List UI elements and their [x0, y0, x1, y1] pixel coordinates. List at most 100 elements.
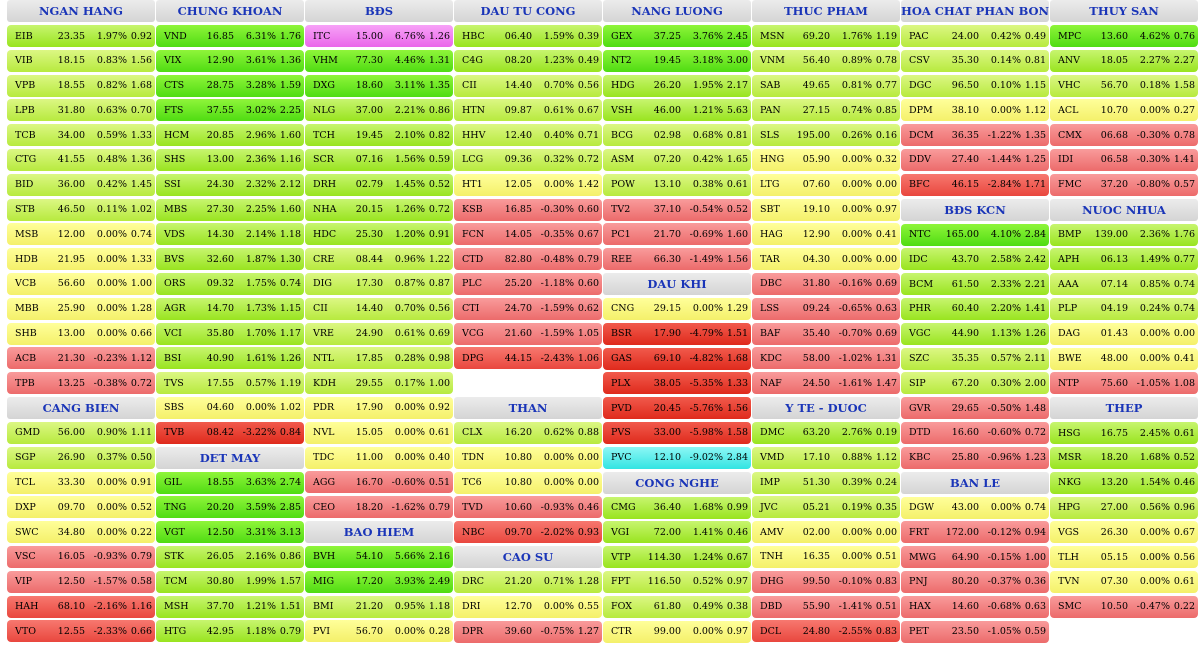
stock-row[interactable]: VCB 56.60 0.00% 1.00 — [7, 272, 155, 295]
stock-row[interactable]: BCM 61.50 2.33% 2.21 — [901, 273, 1049, 296]
stock-row[interactable]: HAH 68.10 -2.16% 1.16 — [7, 595, 155, 618]
stock-row[interactable]: TV2 37.10 -0.54% 0.52 — [603, 198, 751, 221]
stock-row[interactable]: DXG 18.60 3.11% 1.35 — [305, 74, 453, 97]
stock-row[interactable]: VIP 12.50 -1.57% 0.58 — [7, 570, 155, 593]
stock-row[interactable]: TCB 34.00 0.59% 1.33 — [7, 124, 155, 147]
stock-row[interactable]: PVC 12.10 -9.02% 2.84 — [603, 446, 751, 469]
stock-row[interactable]: ITC 15.00 6.76% 1.26 — [305, 25, 453, 47]
stock-row[interactable]: PDR 17.90 0.00% 0.92 — [305, 396, 453, 419]
stock-row[interactable]: HDG 26.20 1.95% 2.17 — [603, 74, 751, 97]
stock-row[interactable]: STB 46.50 0.11% 1.02 — [7, 198, 155, 221]
stock-row[interactable]: DBD 55.90 -1.41% 0.51 — [752, 595, 900, 618]
stock-row[interactable]: CTD 82.80 -0.48% 0.79 — [454, 248, 602, 271]
stock-row[interactable]: VSH 46.00 1.21% 5.63 — [603, 99, 751, 122]
stock-row[interactable]: LCG 09.36 0.32% 0.72 — [454, 148, 602, 171]
sector-header[interactable]: CANG BIEN — [7, 396, 155, 419]
sector-header[interactable]: BAO HIEM — [305, 520, 453, 543]
stock-row[interactable]: TCL 33.30 0.00% 0.91 — [7, 471, 155, 494]
stock-row[interactable]: HNG 05.90 0.00% 0.32 — [752, 148, 900, 171]
stock-row[interactable]: TC6 10.80 0.00% 0.00 — [454, 471, 602, 494]
stock-row[interactable]: SCR 07.16 1.56% 0.59 — [305, 148, 453, 171]
stock-row[interactable]: PLC 25.20 -1.18% 0.60 — [454, 272, 602, 295]
stock-row[interactable]: HHV 12.40 0.40% 0.71 — [454, 124, 602, 147]
stock-row[interactable]: HBC 06.40 1.59% 0.39 — [454, 25, 602, 47]
stock-row[interactable]: KSB 16.85 -0.30% 0.60 — [454, 198, 602, 221]
stock-row[interactable]: VIB 18.15 0.83% 1.56 — [7, 49, 155, 72]
stock-row[interactable]: VHC 56.70 0.18% 1.58 — [1050, 74, 1198, 97]
stock-row[interactable]: MIG 17.20 3.93% 2.49 — [305, 570, 453, 593]
stock-row[interactable]: GIL 18.55 3.63% 2.74 — [156, 471, 304, 494]
stock-row[interactable]: LSS 09.24 -0.65% 0.63 — [752, 297, 900, 320]
stock-row[interactable]: DTD 16.60 -0.60% 0.72 — [901, 421, 1049, 444]
stock-row[interactable]: ASM 07.20 0.42% 1.65 — [603, 148, 751, 171]
stock-row[interactable]: SIP 67.20 0.30% 2.00 — [901, 372, 1049, 395]
stock-row[interactable]: VTP 114.30 1.24% 0.67 — [603, 546, 751, 569]
stock-row[interactable]: NAF 24.50 -1.61% 1.47 — [752, 372, 900, 395]
stock-row[interactable]: TCH 19.45 2.10% 0.82 — [305, 124, 453, 147]
stock-row[interactable]: VGC 44.90 1.13% 1.26 — [901, 322, 1049, 345]
stock-row[interactable]: VGI 72.00 1.41% 0.46 — [603, 521, 751, 544]
stock-row[interactable]: BVS 32.60 1.87% 1.30 — [156, 248, 304, 271]
stock-row[interactable]: APH 06.13 1.49% 0.77 — [1050, 248, 1198, 271]
stock-row[interactable]: HTG 42.95 1.18% 0.79 — [156, 620, 304, 643]
stock-row[interactable]: VSC 16.05 -0.93% 0.79 — [7, 545, 155, 568]
sector-header[interactable]: CONG NGHE — [603, 471, 751, 494]
stock-row[interactable]: NT2 19.45 3.18% 3.00 — [603, 49, 751, 72]
stock-row[interactable]: CNG 29.15 0.00% 1.29 — [603, 297, 751, 320]
sector-header[interactable]: CAO SU — [454, 545, 602, 568]
stock-row[interactable]: HPG 27.00 0.56% 0.96 — [1050, 496, 1198, 519]
stock-row[interactable]: TDN 10.80 0.00% 0.00 — [454, 446, 602, 469]
sector-header[interactable]: BĐS — [305, 0, 453, 22]
stock-row[interactable]: FMC 37.20 -0.80% 0.57 — [1050, 173, 1198, 196]
stock-row[interactable]: BWE 48.00 0.00% 0.41 — [1050, 347, 1198, 370]
stock-row[interactable]: DGW 43.00 0.00% 0.74 — [901, 496, 1049, 519]
stock-row[interactable]: SBT 19.10 0.00% 0.97 — [752, 198, 900, 221]
stock-row[interactable]: NLG 37.00 2.21% 0.86 — [305, 99, 453, 122]
stock-row[interactable]: TVS 17.55 0.57% 1.19 — [156, 372, 304, 395]
stock-row[interactable]: KBC 25.80 -0.96% 1.23 — [901, 446, 1049, 469]
stock-row[interactable]: GEX 37.25 3.76% 2.45 — [603, 25, 751, 47]
stock-row[interactable]: DCM 36.35 -1.22% 1.35 — [901, 124, 1049, 147]
stock-row[interactable]: SHS 13.00 2.36% 1.16 — [156, 148, 304, 171]
stock-row[interactable]: VND 16.85 6.31% 1.76 — [156, 25, 304, 47]
stock-row[interactable]: CEO 18.20 -1.62% 0.79 — [305, 496, 453, 519]
stock-row[interactable]: TAR 04.30 0.00% 0.00 — [752, 248, 900, 271]
stock-row[interactable]: PLX 38.05 -5.35% 1.33 — [603, 372, 751, 395]
stock-row[interactable]: BID 36.00 0.42% 1.45 — [7, 173, 155, 196]
stock-row[interactable]: DPM 38.10 0.00% 1.12 — [901, 99, 1049, 122]
stock-row[interactable]: DBC 31.80 -0.16% 0.69 — [752, 272, 900, 295]
stock-row[interactable]: HSG 16.75 2.45% 0.61 — [1050, 422, 1198, 445]
stock-row[interactable]: BCG 02.98 0.68% 0.81 — [603, 124, 751, 147]
stock-row[interactable]: CTR 99.00 0.00% 0.97 — [603, 620, 751, 643]
sector-header[interactable]: CHUNG KHOAN — [156, 0, 304, 22]
stock-row[interactable]: TVN 07.30 0.00% 0.61 — [1050, 570, 1198, 593]
stock-row[interactable]: BFC 46.15 -2.84% 1.71 — [901, 173, 1049, 196]
sector-header[interactable]: DAU KHI — [603, 272, 751, 295]
stock-row[interactable]: ACL 10.70 0.00% 0.27 — [1050, 99, 1198, 122]
stock-row[interactable]: SSI 24.30 2.32% 2.12 — [156, 173, 304, 196]
stock-row[interactable]: VPB 18.55 0.82% 1.68 — [7, 74, 155, 97]
sector-header[interactable]: Y TE - DUOC — [752, 396, 900, 419]
stock-row[interactable]: FTS 37.55 3.02% 2.25 — [156, 99, 304, 122]
stock-row[interactable]: DAG 01.43 0.00% 0.00 — [1050, 322, 1198, 345]
stock-row[interactable]: VDS 14.30 2.14% 1.18 — [156, 223, 304, 246]
stock-row[interactable]: BMP 139.00 2.36% 1.76 — [1050, 223, 1198, 246]
stock-row[interactable]: DDV 27.40 -1.44% 1.25 — [901, 148, 1049, 171]
stock-row[interactable]: SLS 195.00 0.26% 0.16 — [752, 124, 900, 147]
stock-row[interactable]: DRI 12.70 0.00% 0.55 — [454, 595, 602, 618]
stock-row[interactable]: GVR 29.65 -0.50% 1.48 — [901, 397, 1049, 420]
stock-row[interactable]: HDC 25.30 1.20% 0.91 — [305, 223, 453, 246]
stock-row[interactable]: HCM 20.85 2.96% 1.60 — [156, 124, 304, 147]
stock-row[interactable]: VRE 24.90 0.61% 0.69 — [305, 322, 453, 345]
stock-row[interactable]: CTG 41.55 0.48% 1.36 — [7, 148, 155, 171]
stock-row[interactable]: PAN 27.15 0.74% 0.85 — [752, 99, 900, 122]
stock-row[interactable]: DGC 96.50 0.10% 1.15 — [901, 74, 1049, 97]
stock-row[interactable]: HAG 12.90 0.00% 0.41 — [752, 223, 900, 246]
stock-row[interactable]: NVL 15.05 0.00% 0.61 — [305, 421, 453, 444]
stock-row[interactable]: VTO 12.55 -2.33% 0.66 — [7, 620, 155, 643]
sector-header[interactable]: NANG LUONG — [603, 0, 751, 22]
stock-row[interactable]: STK 26.05 2.16% 0.86 — [156, 545, 304, 568]
stock-row[interactable]: CLX 16.20 0.62% 0.88 — [454, 421, 602, 444]
stock-row[interactable]: DRH 02.79 1.45% 0.52 — [305, 173, 453, 196]
stock-row[interactable]: GAS 69.10 -4.82% 1.68 — [603, 347, 751, 370]
